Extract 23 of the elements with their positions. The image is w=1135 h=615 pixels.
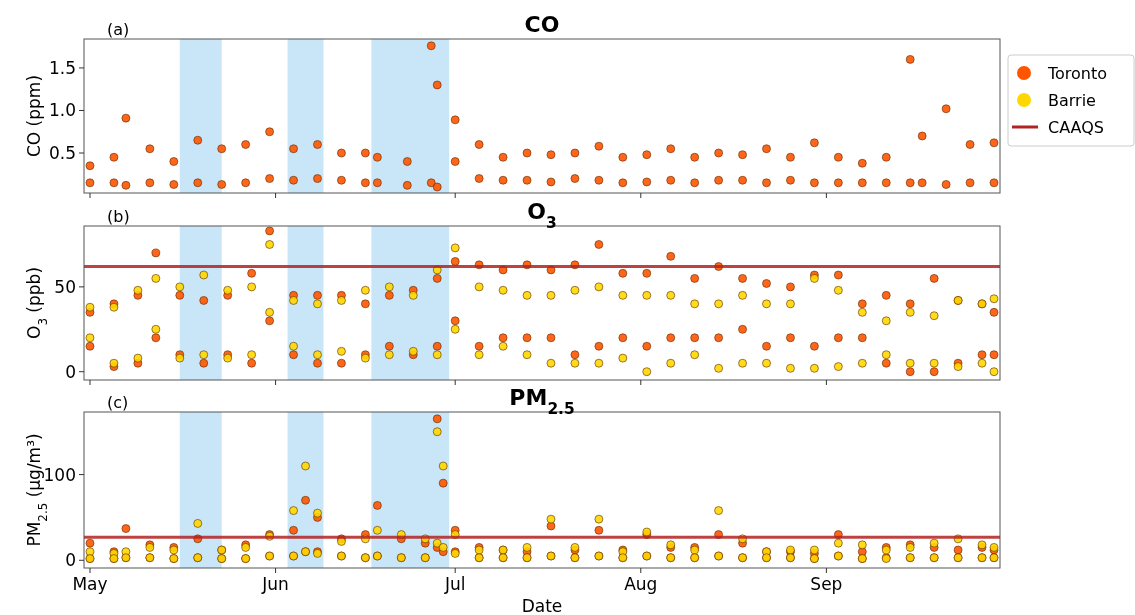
x-tick-label: Jun — [261, 574, 289, 594]
chart-title: CO — [524, 12, 560, 37]
y-tick-label: 0 — [65, 361, 76, 382]
y-tick-label: 50 — [54, 276, 76, 297]
chart-title: PM$_{2.5}$ — [509, 385, 575, 418]
chart-title: O$_{3}$ — [527, 199, 557, 232]
x-tick-label: Sep — [810, 574, 843, 594]
y-tick-label: 1.0 — [48, 100, 76, 121]
legend-label: CAAQS — [1048, 117, 1104, 137]
y-tick-label: 0.5 — [48, 142, 76, 163]
y-tick-label: 100 — [43, 464, 76, 485]
x-tick-label: Aug — [624, 574, 658, 594]
y-tick-label: 0 — [65, 550, 76, 571]
x-tick-label: May — [72, 574, 108, 594]
text: (a) — [107, 20, 130, 39]
annotation: (c) — [107, 393, 129, 412]
text: (b) — [107, 207, 130, 226]
legend-label: Toronto — [1047, 63, 1108, 83]
x-axis-title: Date — [521, 596, 563, 615]
y-axis-title: CO (ppm) — [24, 74, 44, 158]
y-tick-label: 1.5 — [48, 57, 76, 78]
legend-label: Barrie — [1048, 90, 1096, 110]
x-tick-label: Jul — [443, 574, 466, 594]
